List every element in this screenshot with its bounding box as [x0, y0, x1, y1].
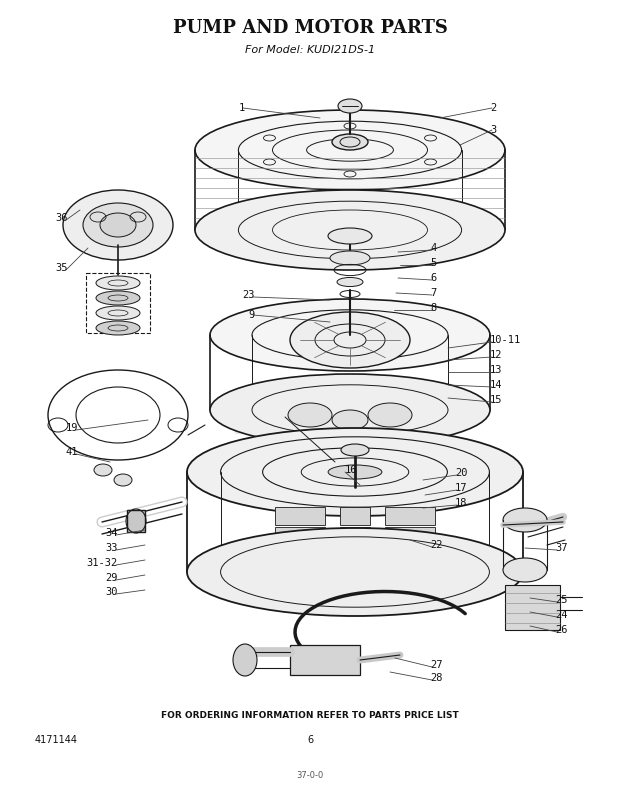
Ellipse shape: [195, 190, 505, 270]
Text: 41: 41: [66, 447, 78, 457]
Ellipse shape: [288, 403, 332, 427]
Text: 16: 16: [345, 465, 358, 475]
Ellipse shape: [187, 428, 523, 516]
Text: 13: 13: [490, 365, 502, 375]
Text: FOR ORDERING INFORMATION REFER TO PARTS PRICE LIST: FOR ORDERING INFORMATION REFER TO PARTS …: [161, 712, 459, 720]
Ellipse shape: [96, 321, 140, 335]
Text: 30: 30: [105, 587, 118, 597]
Text: 36: 36: [56, 213, 68, 223]
Text: 2: 2: [490, 103, 496, 113]
Ellipse shape: [328, 228, 372, 244]
Ellipse shape: [114, 474, 132, 486]
Ellipse shape: [342, 303, 358, 309]
Ellipse shape: [328, 465, 382, 479]
Ellipse shape: [503, 508, 547, 532]
Text: 4: 4: [430, 243, 436, 253]
Text: 33: 33: [105, 543, 118, 553]
Bar: [340, 527, 370, 545]
Text: 37: 37: [555, 543, 567, 553]
Text: 23: 23: [242, 290, 255, 300]
Bar: [385, 527, 435, 545]
Text: 18: 18: [455, 498, 467, 508]
Text: 22: 22: [430, 540, 443, 550]
Bar: [290, 645, 360, 675]
Text: 25: 25: [555, 595, 567, 605]
Ellipse shape: [503, 558, 547, 582]
Text: eReplacementParts.com: eReplacementParts.com: [234, 423, 386, 437]
Text: 26: 26: [555, 625, 567, 635]
Text: 37-0-0: 37-0-0: [296, 771, 324, 779]
Ellipse shape: [332, 410, 368, 430]
Text: 35: 35: [56, 263, 68, 273]
Ellipse shape: [96, 276, 140, 290]
Ellipse shape: [195, 110, 505, 190]
Text: 5: 5: [430, 258, 436, 268]
Text: 17: 17: [455, 483, 467, 493]
Text: 15: 15: [490, 395, 502, 405]
Bar: [275, 507, 325, 525]
Text: PUMP AND MOTOR PARTS: PUMP AND MOTOR PARTS: [172, 19, 448, 37]
Text: 9: 9: [249, 310, 255, 320]
Ellipse shape: [330, 251, 370, 265]
Text: 7: 7: [430, 288, 436, 298]
Ellipse shape: [96, 291, 140, 305]
Text: For Model: KUDI21DS-1: For Model: KUDI21DS-1: [245, 45, 375, 55]
Text: 20: 20: [455, 468, 467, 478]
Text: 29: 29: [105, 573, 118, 583]
Ellipse shape: [338, 99, 362, 113]
Text: 6: 6: [307, 735, 313, 745]
Ellipse shape: [187, 528, 523, 616]
Text: 10-11: 10-11: [490, 335, 521, 345]
Text: 3: 3: [490, 125, 496, 135]
Ellipse shape: [63, 190, 173, 260]
Text: 34: 34: [105, 528, 118, 538]
Ellipse shape: [341, 444, 369, 456]
Ellipse shape: [233, 644, 257, 676]
Ellipse shape: [290, 312, 410, 368]
Bar: [86, 273, 150, 333]
Text: 27: 27: [430, 660, 443, 670]
Text: 31-32: 31-32: [87, 558, 118, 568]
Bar: [340, 507, 370, 525]
Ellipse shape: [210, 299, 490, 371]
Text: 28: 28: [430, 673, 443, 683]
Text: 19: 19: [66, 423, 78, 433]
Text: 4171144: 4171144: [35, 735, 78, 745]
Ellipse shape: [96, 306, 140, 320]
Bar: [275, 527, 325, 545]
Ellipse shape: [332, 134, 368, 150]
Ellipse shape: [83, 203, 153, 247]
Text: 8: 8: [430, 303, 436, 313]
Bar: [385, 507, 435, 525]
Ellipse shape: [210, 374, 490, 446]
Bar: [127, 510, 145, 532]
Ellipse shape: [337, 277, 363, 287]
Ellipse shape: [94, 464, 112, 476]
Ellipse shape: [100, 213, 136, 237]
Ellipse shape: [368, 403, 412, 427]
Text: 24: 24: [555, 610, 567, 620]
Text: 12: 12: [490, 350, 502, 360]
Text: 6: 6: [430, 273, 436, 283]
Text: 1: 1: [239, 103, 245, 113]
Bar: [505, 585, 560, 630]
Text: 14: 14: [490, 380, 502, 390]
